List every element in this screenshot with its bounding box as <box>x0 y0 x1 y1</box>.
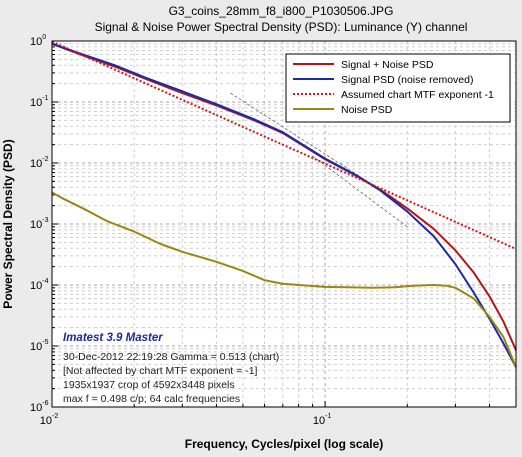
plot-frame <box>51 40 517 408</box>
y-tick-label: 10-3 <box>30 217 49 231</box>
chart-title: G3_coins_28mm_f8_i800_P1030506.JPG <box>169 4 394 18</box>
annotation-line-4: max f = 0.498 c/p; 64 calc frequencies <box>63 393 240 405</box>
legend-label-signal-noise: Signal + Noise PSD <box>341 59 434 71</box>
annotation-line-1: 30-Dec-2012 22:19:28 Gamma = 0.513 (char… <box>63 351 279 363</box>
annotation-heading: Imatest 3.9 Master <box>63 332 163 344</box>
y-tick-label: 10-2 <box>30 156 49 170</box>
legend-label-mtf-exponent: Assumed chart MTF exponent -1 <box>341 89 494 101</box>
annotation-line-3: 1935x1937 crop of 4592x3448 pixels <box>63 379 235 391</box>
y-axis-label: Power Spectral Density (PSD) <box>1 139 15 308</box>
y-tick-label: 10-4 <box>30 278 49 292</box>
series-line-2 <box>51 40 517 250</box>
y-tick-label: 100 <box>30 34 46 48</box>
legend-label-signal: Signal PSD (noise removed) <box>341 74 473 86</box>
x-tick-label: 10-1 <box>313 413 332 427</box>
chart-subtitle: Signal & Noise Power Spectral Density (P… <box>95 20 468 34</box>
y-tick-label: 10-1 <box>30 95 49 109</box>
x-tick-label: 10-2 <box>40 413 59 427</box>
series-lines <box>51 40 517 368</box>
legend-box <box>285 53 511 123</box>
legend: Signal + Noise PSD Signal PSD (noise rem… <box>285 53 511 123</box>
legend-label-noise: Noise PSD <box>341 104 393 116</box>
annotation-line-2: [Not affected by chart MTF exponent = -1… <box>63 365 258 377</box>
series-line-1 <box>51 42 517 368</box>
series-line-3 <box>51 191 517 368</box>
y-tick-label: 10-6 <box>30 400 49 414</box>
y-tick-label: 10-5 <box>30 339 49 353</box>
guide-line <box>230 92 402 204</box>
annotation-block: Imatest 3.9 Master 30-Dec-2012 22:19:28 … <box>63 332 279 405</box>
x-axis-label: Frequency, Cycles/pixel (log scale) <box>185 437 384 451</box>
